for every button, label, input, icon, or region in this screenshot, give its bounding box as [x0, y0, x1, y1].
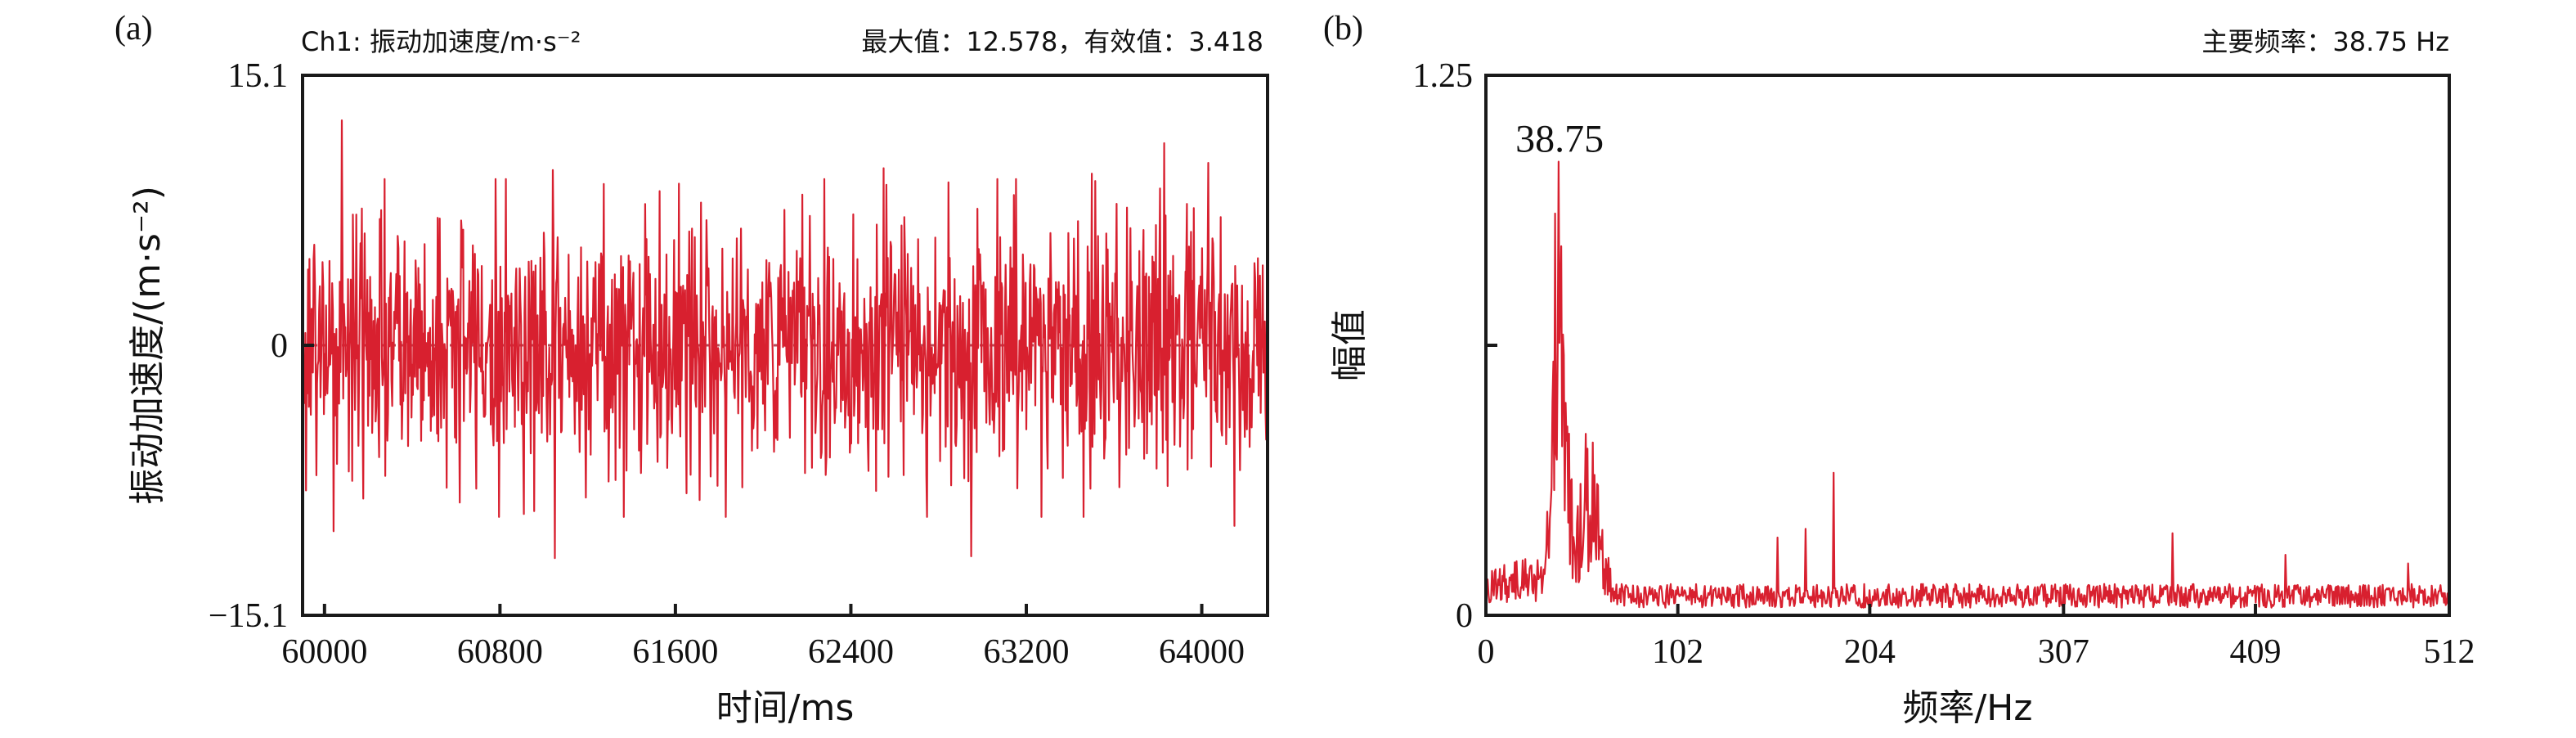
panel-a: (a) Ch1: 振动加速度/m·s⁻² 最大值：12.578，有效值：3.41… [114, 10, 1269, 729]
panel-b-x-axis-title: 频率/Hz [1902, 687, 2032, 729]
panel-a-x-axis-title: 时间/ms [716, 687, 855, 729]
panel-b-y-tick-label: 0 [1456, 597, 1473, 635]
panel-a-y-tick-label: 0 [271, 327, 288, 365]
panel-b-x-tick-label: 102 [1652, 633, 1703, 671]
panel-a-x-tick-label: 63200 [984, 633, 1070, 671]
panel-a-x-tick-label: 60000 [281, 633, 367, 671]
panel-b-y-axis-title: 幅值 [1329, 309, 1371, 381]
panel-a-y-axis-title: 振动加速度/(m·s⁻²) [127, 186, 168, 505]
panel-a-x-tick-label: 62400 [808, 633, 894, 671]
panel-b-x-tick-label: 204 [1844, 633, 1896, 671]
panel-b-y-tick-label: 1.25 [1413, 57, 1474, 95]
panel-b-x-axis: 0 102 204 307 409 512 [1478, 604, 2475, 671]
panel-b-plot-area [1484, 160, 2451, 609]
panel-b-y-axis: 01.25 [1413, 57, 1497, 635]
panel-b-series-line [1484, 160, 2451, 609]
panel-a-label: (a) [114, 10, 153, 47]
panel-a-header-right: 最大值：12.578，有效值：3.418 [861, 26, 1263, 57]
panel-b-frame [1484, 74, 2451, 617]
panel-a-x-tick-label: 60800 [457, 633, 543, 671]
panel-a-y-tick-label: 15.1 [228, 57, 289, 95]
panel-a-x-tick-label: 64000 [1159, 633, 1245, 671]
panel-a-x-axis: 60000 60800 61600 62400 63200 64000 [281, 604, 1245, 671]
panel-b-peak-annotation: 38.75 [1515, 118, 1604, 161]
panel-b-header-right: 主要频率：38.75 Hz [2201, 26, 2449, 57]
panel-a-x-tick-label: 61600 [632, 633, 718, 671]
panel-a-y-tick-label: −15.1 [209, 597, 288, 635]
panel-b-x-tick-label: 512 [2424, 633, 2475, 671]
panel-b-x-tick-label: 409 [2230, 633, 2282, 671]
panel-a-plot-area [301, 119, 1269, 560]
panel-b: (b) 主要频率：38.75 Hz 0 102 204 307 409 512 01.25… [1323, 10, 2475, 729]
panel-b-x-tick-label: 307 [2038, 633, 2089, 671]
panel-a-header-left: Ch1: 振动加速度/m·s⁻² [301, 26, 581, 57]
panel-b-x-tick-label: 0 [1478, 633, 1495, 671]
panel-b-label: (b) [1323, 10, 1363, 47]
panel-a-y-axis: −15.1 0 15.1 [209, 57, 314, 635]
panel-a-series-line [301, 119, 1269, 560]
